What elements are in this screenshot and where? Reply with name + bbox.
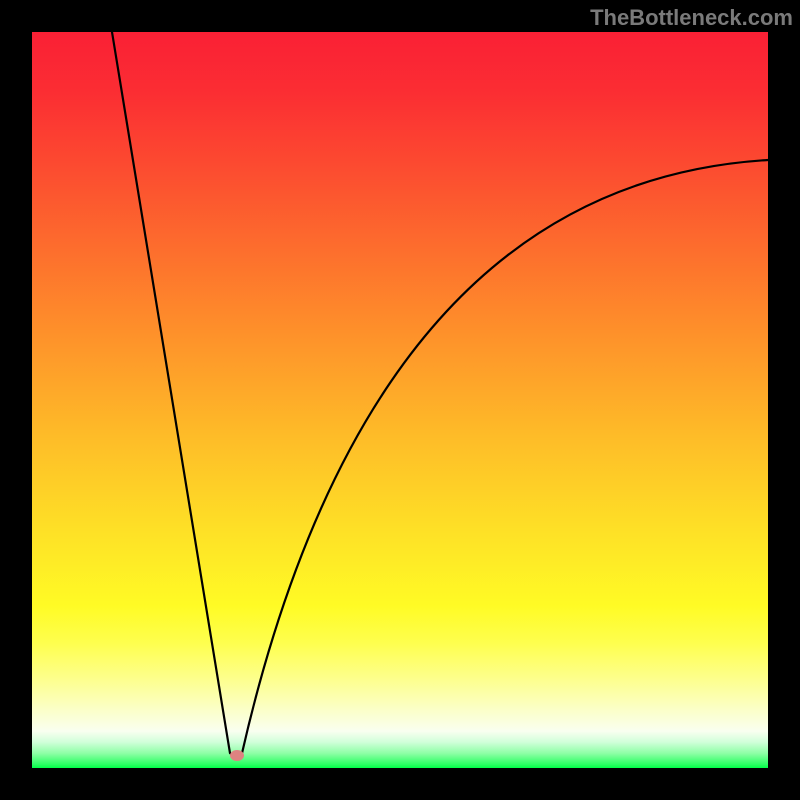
trough-marker bbox=[230, 750, 244, 761]
bottleneck-curve bbox=[112, 32, 768, 756]
curve-svg bbox=[0, 0, 800, 800]
